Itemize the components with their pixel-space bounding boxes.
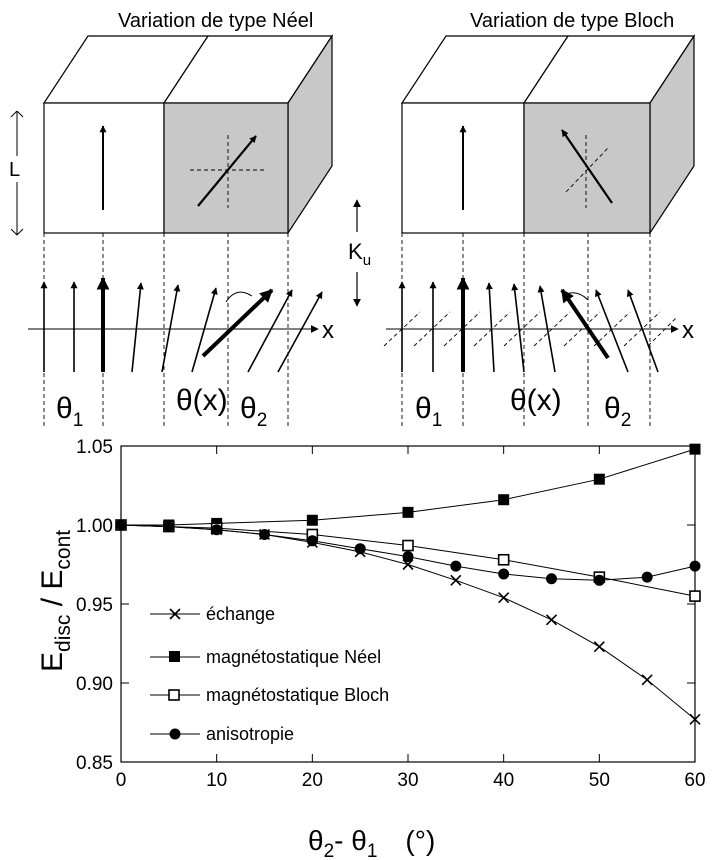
bloch-title: Variation de type Bloch [470,10,674,32]
svg-text:θ2: θ2 [240,392,267,431]
svg-text:θ(x): θ(x) [510,384,562,417]
data-point-3 [354,543,366,555]
series-line-1 [121,448,696,526]
y-tick-label: 1.05 [76,437,113,458]
x-axis-label: θ2- θ1 (°) [308,825,435,860]
y-tick-label: 1.00 [76,516,113,537]
data-point-0 [450,574,462,586]
y-axis-label: Edisc / Econt [36,530,75,672]
data-point-3 [450,560,462,572]
Ku-label: Ku [348,239,371,269]
y-tick-label: 0.95 [76,595,113,616]
x-tick-label: 10 [206,770,227,791]
data-point-2 [689,590,701,602]
data-point-3 [593,574,605,586]
neel-theta-labels: θ1 θ(x) θ2 [56,384,267,431]
bloch-moment-arrows [398,276,659,373]
y-tick-label: 0.90 [76,674,113,695]
neel-title: Variation de type Néel [118,10,313,32]
y-tick-label: 0.85 [76,753,113,774]
x-tick-label: 60 [684,770,705,791]
data-point-0 [593,641,605,653]
data-point-3 [641,571,653,583]
data-point-0 [689,713,701,725]
svg-text:magnétostatique Néel: magnétostatique Néel [206,647,381,667]
data-point-1 [306,514,318,526]
svg-text:θ2: θ2 [604,392,631,431]
data-point-2 [402,539,414,552]
data-point-0 [498,592,510,604]
neel-panel: Variation de type Néel L [8,10,334,431]
x-tick-label: 50 [589,770,610,791]
legend-item-neel: magnétostatique Néel [150,647,381,667]
x-tick-label: 0 [116,770,127,791]
Ku-indicator: Ku [348,199,371,307]
svg-text:θ1: θ1 [415,392,442,431]
x-tick-label: 40 [493,770,514,791]
svg-text:magnétostatique Bloch: magnétostatique Bloch [206,685,389,705]
data-point-3 [546,573,557,585]
x-tick-label: 20 [302,770,323,791]
neel-x-label: x [322,317,334,344]
svg-text:échange: échange [206,604,275,624]
data-point-3 [259,528,270,540]
L-label: L [9,159,20,181]
energy-ratio-chart: 0 10 20 30 40 50 60 0.85 0.90 0.95 1.00 1.05 échan… [36,437,706,860]
legend: échange magnétostatique Néel magnétostat… [150,604,389,744]
svg-text:θ(x): θ(x) [176,384,228,417]
bloch-guides [401,233,651,428]
data-point-3 [211,524,223,536]
thickness-L: L [8,110,28,236]
neel-arrow-tilted [197,135,257,207]
bloch-theta-labels: θ1 θ(x) θ2 [415,384,631,431]
data-point-3 [689,560,701,572]
x-tick-label: 30 [397,770,418,791]
data-point-0 [545,614,558,626]
data-point-0 [402,558,414,571]
data-point-2 [497,553,510,566]
neel-block [42,33,334,236]
neel-moment-arrows [40,276,323,373]
data-point-1 [593,473,605,485]
data-point-3 [115,519,127,531]
series-lines [120,448,696,720]
series-markers [115,443,701,725]
y-ticks: 0.85 0.90 0.95 1.00 1.05 [76,437,695,774]
bloch-panel: Variation de type Bloch x [383,10,696,431]
legend-item-anisotropie: anisotropie [150,724,294,744]
bloch-block [400,33,696,236]
x-ticks: 0 10 20 30 40 50 60 [116,446,706,791]
data-point-1 [689,443,701,455]
data-point-0 [641,674,653,686]
legend-item-bloch: magnétostatique Bloch [150,685,389,705]
bloch-arrow-tilted [561,129,613,204]
data-point-1 [402,506,414,518]
data-point-3 [306,535,318,547]
bloch-x-label: x [682,317,694,344]
data-point-3 [163,521,175,533]
neel-guides [43,233,289,428]
svg-text:θ1: θ1 [56,392,83,431]
data-point-1 [498,494,510,506]
data-point-3 [402,551,414,563]
svg-text:anisotropie: anisotropie [206,724,294,744]
data-point-3 [498,568,510,580]
legend-item-echange: échange [150,604,275,624]
